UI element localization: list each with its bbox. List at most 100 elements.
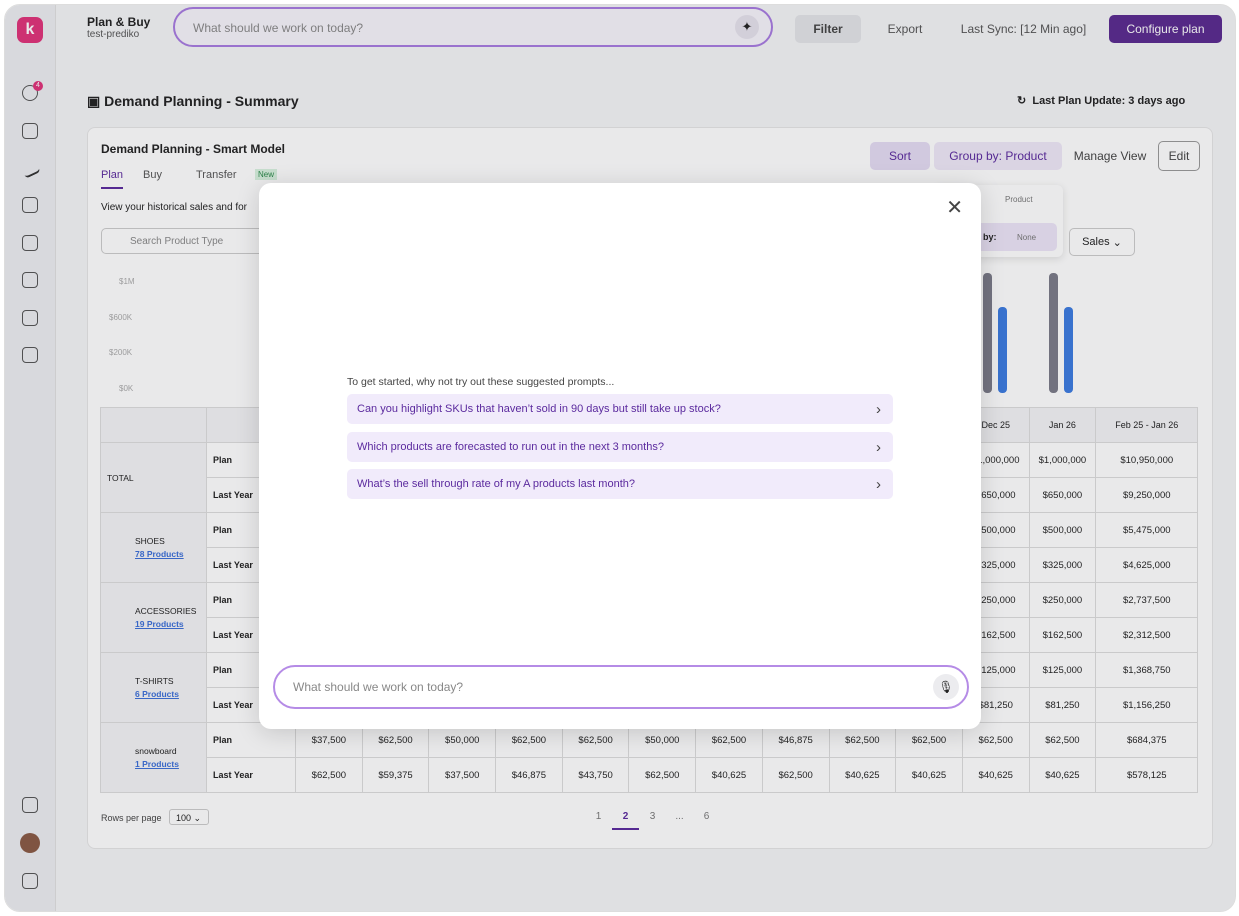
prompt[interactable]: Which products are forecasted to run out… xyxy=(347,432,893,462)
value-cell: $1,368,750 xyxy=(1095,652,1199,688)
label: Edit xyxy=(1168,149,1190,163)
label: Group by: Product xyxy=(949,149,1047,163)
rows-select[interactable]: 100 ⌄ xyxy=(169,809,209,825)
workspace: test-prediko xyxy=(87,29,140,40)
placeholder: Search Product Type xyxy=(130,236,224,247)
nav-icon[interactable] xyxy=(22,123,38,139)
group-cell: T-SHIRTS 6 Products xyxy=(100,652,207,723)
new-badge: New xyxy=(255,169,278,180)
value-cell: $10,950,000 xyxy=(1095,442,1199,478)
group-cell: SHOES 78 Products xyxy=(100,512,207,583)
type-label: Plan xyxy=(213,525,233,535)
menu-item[interactable]: p by: None xyxy=(975,223,1057,251)
page-number[interactable]: 6 xyxy=(703,811,710,822)
group-name: SHOES xyxy=(135,536,165,546)
page-number[interactable]: 1 xyxy=(595,811,602,822)
sidebar: k 4 xyxy=(5,5,56,911)
label: Sales xyxy=(1082,236,1110,248)
ai-icon[interactable]: ✦ xyxy=(735,15,759,39)
chat-input[interactable]: What should we work on today? 🎙 xyxy=(273,665,969,709)
type-label: Plan xyxy=(213,665,233,675)
gift-icon[interactable] xyxy=(22,797,38,813)
group-by-button[interactable]: Group by: Product xyxy=(934,142,1062,170)
value-cell: $40,625 xyxy=(828,757,897,793)
group-cell: TOTAL xyxy=(100,442,207,513)
type-cell: Last Year xyxy=(206,757,296,793)
pagination: 1 2 3... 6 xyxy=(585,811,720,830)
nav-icon[interactable] xyxy=(22,310,38,326)
rows-per-page: Rows per page xyxy=(101,813,162,823)
table-row: Last Year $62,500 $59,375 $37,500 $46,875 $43… xyxy=(101,757,1199,793)
logo[interactable]: k xyxy=(17,17,43,43)
value-cell: $62,500 xyxy=(628,757,697,793)
chart-label: $0K xyxy=(119,384,134,393)
nav-icon[interactable] xyxy=(22,272,38,288)
value-cell: $500,000 xyxy=(1028,512,1097,548)
chart-bar xyxy=(998,307,1007,393)
nav-icon[interactable] xyxy=(22,235,38,251)
close-button[interactable]: ✕ xyxy=(946,197,963,219)
mic-button[interactable]: 🎙 xyxy=(933,674,959,700)
type-label: Last Year xyxy=(213,490,253,500)
value: None xyxy=(1017,233,1037,242)
value-cell: $5,475,000 xyxy=(1095,512,1199,548)
chart-bar xyxy=(1064,307,1073,393)
group-cell: snowboard 1 Products xyxy=(100,722,207,793)
value-cell: $40,625 xyxy=(695,757,763,793)
logout-icon[interactable] xyxy=(22,873,38,889)
value-cell: $9,250,000 xyxy=(1095,477,1199,513)
page-number[interactable]: 3 xyxy=(649,811,656,822)
manage-view[interactable]: Manage View xyxy=(1071,142,1149,170)
placeholder: What should we work on today? xyxy=(293,680,464,694)
products-link[interactable]: 1 Products xyxy=(135,759,179,769)
group-name: T-SHIRTS xyxy=(135,676,174,686)
prompt[interactable]: What’s the sell through rate of my A pro… xyxy=(347,469,893,499)
menu-item[interactable]: Product xyxy=(1005,195,1033,204)
export-button[interactable]: Export xyxy=(873,15,937,43)
value-cell: $4,625,000 xyxy=(1095,547,1199,583)
value-cell: $43,750 xyxy=(561,757,630,793)
title: Demand Planning - Summary xyxy=(104,93,299,109)
help-icon[interactable] xyxy=(22,85,38,101)
group-name: snowboard xyxy=(135,746,177,756)
avatar[interactable] xyxy=(20,833,40,853)
tab[interactable]: Plan xyxy=(101,169,124,189)
products-link[interactable]: 78 Products xyxy=(135,549,184,559)
intro: To get started, why not try out these su… xyxy=(347,376,615,388)
search-bar[interactable]: What should we work on today? ✦ xyxy=(173,7,773,47)
label: Last Sync: [12 Min ago] xyxy=(960,22,1087,36)
nav-icon[interactable] xyxy=(22,197,38,213)
chart-bar xyxy=(1049,273,1058,393)
products-link[interactable]: 6 Products xyxy=(135,689,179,699)
type-label: Plan xyxy=(213,455,233,465)
value-cell: $46,875 xyxy=(495,757,563,793)
type-label: Last Year xyxy=(213,770,253,780)
type-label: Plan xyxy=(213,735,233,745)
app: k 4 Plan & Buy test-prediko What should … xyxy=(4,4,1236,912)
value-cell: $59,375 xyxy=(361,757,430,793)
nav-icon[interactable] xyxy=(22,347,38,363)
page-number[interactable]: ... xyxy=(675,811,684,822)
value-cell: $2,737,500 xyxy=(1095,582,1199,618)
group-cell: ACCESSORIES 19 Products xyxy=(100,582,207,653)
value-cell: $578,125 xyxy=(1095,757,1199,793)
group-name: ACCESSORIES xyxy=(135,606,197,616)
page-number[interactable]: 2 xyxy=(612,811,639,830)
prompt[interactable]: Can you highlight SKUs that haven’t sold… xyxy=(347,394,893,424)
page-title: ▣ Demand Planning - Summary xyxy=(87,93,299,109)
tab[interactable]: Transfer xyxy=(196,169,237,181)
sync-status: Last Sync: [12 Min ago] xyxy=(951,15,1096,43)
tab[interactable]: Buy xyxy=(143,169,162,181)
type-label: Last Year xyxy=(213,700,253,710)
label: Last Plan Update: 3 days ago xyxy=(1032,95,1186,107)
products-link[interactable]: 19 Products xyxy=(135,619,184,629)
filter-button[interactable]: Filter xyxy=(795,15,861,43)
value-cell: $62,500 xyxy=(1028,722,1097,758)
app-name: Plan & Buy xyxy=(87,15,151,29)
metric-select[interactable]: Sales ⌄ xyxy=(1069,228,1135,256)
last-update: ↻ Last Plan Update: 3 days ago xyxy=(1017,95,1186,107)
configure-button[interactable]: Configure plan xyxy=(1109,15,1222,43)
edit-button[interactable]: Edit xyxy=(1158,141,1200,171)
value-cell: $62,500 xyxy=(961,722,1030,758)
sort-button[interactable]: Sort xyxy=(870,142,930,170)
